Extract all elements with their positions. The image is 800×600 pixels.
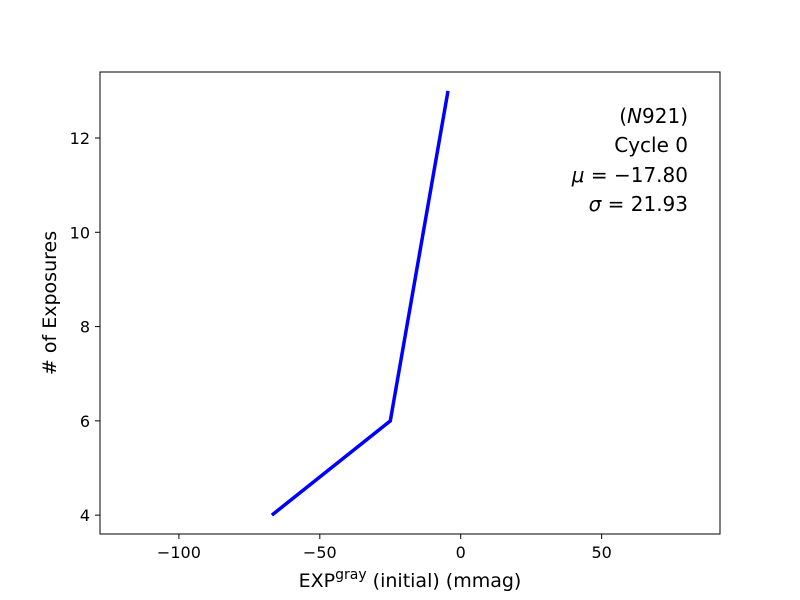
annotation-mean-symbol: μ (571, 163, 585, 187)
annotation-mean: μ = −17.80 (571, 163, 688, 187)
x-tick-label: −100 (157, 543, 201, 562)
plot-frame (99, 71, 721, 535)
x-axis-label-superscript: gray (335, 567, 367, 583)
x-axis-label-rest: (initial) (mmag) (367, 570, 522, 592)
annotation-sigma-symbol: σ (589, 192, 603, 216)
y-tick-label: 12 (70, 129, 90, 148)
y-tick-label: 8 (80, 318, 90, 337)
annotation-band-post: 921) (642, 104, 688, 128)
annotation-band: (N921) (619, 104, 688, 128)
x-axis-label: EXPgray (initial) (mmag) (299, 567, 522, 592)
x-axis-label-base: EXP (299, 570, 335, 592)
annotation-mean-value: = −17.80 (585, 163, 689, 187)
x-tick-label: 50 (591, 543, 611, 562)
x-tick-label: −50 (303, 543, 337, 562)
y-tick-label: 4 (80, 506, 90, 525)
series-line (270, 90, 450, 517)
y-axis-label: # of Exposures (39, 231, 61, 375)
annotation-cycle: Cycle 0 (614, 133, 688, 157)
annotation-sigma-value: = 21.93 (601, 192, 688, 216)
annotation-band-pre: ( (619, 104, 627, 128)
y-tick-label: 10 (70, 223, 90, 242)
y-tick-label: 6 (80, 412, 90, 431)
x-axis: −100 −50 0 50 (157, 534, 612, 562)
y-axis: 4 6 8 10 12 (70, 129, 100, 525)
annotation-sigma: σ = 21.93 (589, 192, 688, 216)
series-layer (270, 90, 450, 517)
annotation-band-italic: N (627, 104, 642, 128)
x-tick-label: 0 (456, 543, 466, 562)
